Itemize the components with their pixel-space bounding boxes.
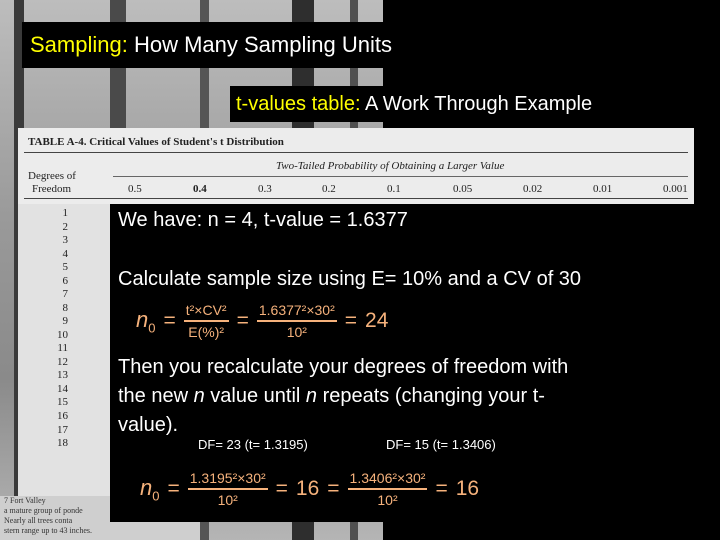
header-group: Two-Tailed Probability of Obtaining a La… xyxy=(276,160,505,172)
column-header: 0.2 xyxy=(322,183,336,195)
row-label: 7 xyxy=(62,288,69,301)
row-label: 12 xyxy=(57,355,68,368)
equals: = xyxy=(163,309,176,332)
denominator: 10² xyxy=(217,492,238,508)
subtitle-highlight: t-values table: xyxy=(236,93,361,115)
equals: = xyxy=(344,309,358,332)
rule xyxy=(24,152,688,153)
numerator: 1.3406²×30² xyxy=(347,470,428,490)
title-highlight: Sampling: xyxy=(30,32,128,57)
subtitle-box: t-values table: A Work Through Example xyxy=(230,86,672,122)
footnote-line: 7 Fort Valley xyxy=(4,496,46,505)
result: 16 xyxy=(295,477,320,500)
note-text: value). xyxy=(118,414,179,436)
note: Then you recalculate your degrees of fre… xyxy=(118,353,663,440)
column-header: 0.3 xyxy=(258,183,272,195)
column-header: 0.1 xyxy=(387,183,401,195)
subtitle-text: A Work Through Example xyxy=(364,93,593,115)
row-label: 9 xyxy=(62,315,69,328)
row-label: 14 xyxy=(57,382,68,395)
row-header: Freedom xyxy=(32,183,72,195)
iteration-formula: n0 = 1.3195²×30² 10² = 16 = 1.3406²×30² 10… xyxy=(140,470,479,508)
row-label: 6 xyxy=(62,274,69,287)
note-text: repeats (changing your t- xyxy=(317,385,545,407)
result: 16 xyxy=(455,477,480,500)
numerator: 1.3195²×30² xyxy=(187,470,268,490)
given: We have: n = 4, t-value = 1.6377 xyxy=(118,209,408,231)
row-labels: 1 2 3 4 5 6 7 8 9 10 11 12 13 14 15 16 17 18 xyxy=(18,204,110,496)
row-label: 18 xyxy=(57,437,68,449)
row-label: 11 xyxy=(57,342,68,355)
numerator: 1.6377²×30² xyxy=(256,302,337,322)
lhs-sub: 0 xyxy=(148,320,156,336)
row-header: Degrees of xyxy=(28,170,76,182)
column-header: 0.001 xyxy=(663,183,688,195)
row-label: 10 xyxy=(57,328,68,341)
footnote-line: a mature group of ponde xyxy=(4,506,83,515)
row-label: 15 xyxy=(57,396,68,409)
column-header: 0.01 xyxy=(593,183,613,195)
explanation-panel: We have: n = 4, t-value = 1.6377 Calcula… xyxy=(110,204,672,522)
column-header: 0.5 xyxy=(128,183,142,195)
iteration-label: DF= 15 (t= 1.3406) xyxy=(386,437,496,452)
note-text: value until xyxy=(204,385,306,407)
formula: n0 = t²×CV² E(%)² = 1.6377²×30² 10² = 24 xyxy=(136,302,388,340)
row-label: 2 xyxy=(62,220,69,233)
row-label: 4 xyxy=(62,247,69,260)
rule xyxy=(24,198,688,199)
note-var: n xyxy=(305,385,318,407)
equals: = xyxy=(327,477,340,500)
formula-lhs: n0 xyxy=(136,307,155,335)
lhs: n xyxy=(136,306,149,332)
fraction: 1.3406²×30² 10² xyxy=(347,470,428,508)
fraction: t²×CV² E(%)² xyxy=(183,302,229,340)
row-label: 3 xyxy=(62,234,69,247)
equals: = xyxy=(275,477,288,500)
column-header: 0.4 xyxy=(193,183,207,195)
lhs: n xyxy=(140,474,153,500)
footnote-line: Nearly all trees conta xyxy=(4,516,73,525)
lhs-sub: 0 xyxy=(152,488,160,504)
note-text: Then you recalculate your degrees of fre… xyxy=(118,356,569,378)
row-label: 16 xyxy=(57,409,68,422)
equals: = xyxy=(236,309,249,332)
row-label: 13 xyxy=(57,369,68,382)
row-label: 8 xyxy=(62,301,69,314)
formula-lhs: n0 xyxy=(140,475,159,503)
denominator: E(%)² xyxy=(188,324,225,340)
row-label: 17 xyxy=(57,423,68,436)
equals: = xyxy=(435,477,448,500)
fraction: 1.6377²×30² 10² xyxy=(256,302,337,340)
column-header: 0.05 xyxy=(453,183,473,195)
fraction: 1.3195²×30² 10² xyxy=(187,470,268,508)
denominator: 10² xyxy=(286,324,307,340)
title-box: Sampling: How Many Sampling Units xyxy=(22,22,392,68)
note-text: the new xyxy=(118,385,194,407)
note-var: n xyxy=(193,385,205,407)
result: 24 xyxy=(365,309,389,332)
footnote-line: stern range up to 43 inches. xyxy=(4,526,92,535)
numerator: t²×CV² xyxy=(183,302,229,322)
row-label: 5 xyxy=(62,261,69,274)
rule xyxy=(113,176,688,177)
denominator: 10² xyxy=(377,492,398,508)
instruction: Calculate sample size using E= 10% and a… xyxy=(118,268,582,290)
table-caption: TABLE A-4. Critical Values of Student's … xyxy=(28,136,284,148)
title-text: How Many Sampling Units xyxy=(133,32,392,57)
row-label: 1 xyxy=(62,207,69,219)
column-header: 0.02 xyxy=(523,183,543,195)
iteration-label: DF= 23 (t= 1.3195) xyxy=(198,437,308,452)
equals: = xyxy=(167,477,180,500)
t-table: TABLE A-4. Critical Values of Student's … xyxy=(18,128,694,204)
